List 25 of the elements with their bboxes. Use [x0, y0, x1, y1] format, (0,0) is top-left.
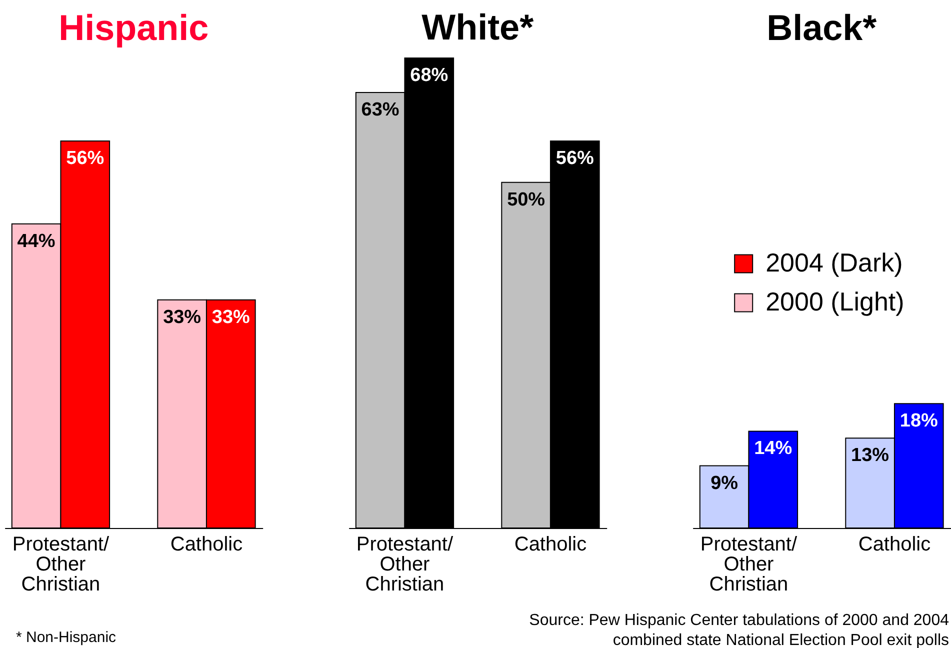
x-tick-label: Protestant/ Other Christian	[12, 534, 110, 596]
data-label: 14%	[754, 438, 792, 460]
chart-title: Hispanic	[58, 7, 209, 48]
data-label: 50%	[507, 189, 546, 210]
data-label: 44%	[17, 230, 56, 252]
legend-label: 2000 (Light)	[766, 286, 904, 317]
x-tick-label: Catholic	[514, 534, 587, 556]
data-label: 68%	[410, 65, 448, 86]
data-label: 56%	[556, 148, 594, 169]
data-label: 33%	[212, 306, 250, 328]
data-label: 33%	[163, 306, 202, 328]
x-tick-label: Protestant/ Other Christian	[700, 534, 798, 596]
data-label: 9%	[710, 472, 738, 494]
text: * Non-Hispanic	[16, 628, 116, 648]
chart-title: White*	[422, 6, 534, 48]
data-label: 63%	[361, 100, 400, 121]
data-label: 56%	[66, 148, 104, 169]
legend-label: 2004 (Dark)	[766, 248, 903, 278]
chart-title: Black*	[766, 7, 877, 48]
x-tick-label: Protestant/ Other Christian	[356, 534, 454, 596]
source-note: Source: Pew Hispanic Center tabulations of 2000 and 2004 combined state National Election Pool exit polls	[528, 611, 949, 648]
data-label: 18%	[900, 410, 938, 432]
x-tick-label: Catholic	[170, 534, 243, 556]
x-tick-label: Catholic	[858, 534, 931, 556]
data-label: 13%	[851, 445, 890, 466]
